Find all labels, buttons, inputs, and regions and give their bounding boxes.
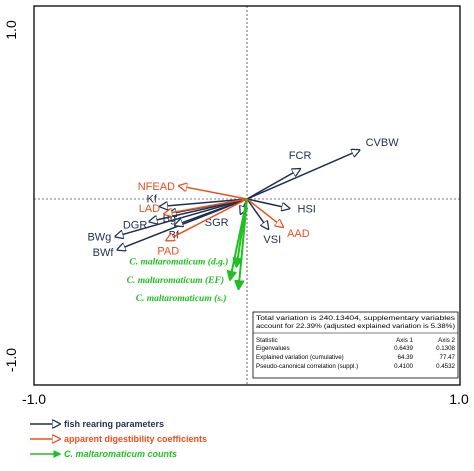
stats-row-axis2: 0.1308	[436, 345, 455, 352]
stats-header-axis1: Axis 1	[396, 337, 413, 344]
vector-label-fcr: FCR	[289, 150, 312, 162]
x-tick-right: 1.0	[449, 391, 469, 407]
statistics-box: Total variation is 240.13404, supplement…	[252, 311, 459, 379]
x-tick-left: -1.0	[22, 391, 46, 407]
vector-label-kf: Kf	[146, 194, 157, 206]
vector-arrow-aad	[246, 198, 283, 227]
vector-arrow-bf	[175, 198, 248, 225]
vector-arrow-fcr	[246, 169, 300, 200]
stats-row-label: Explained variation (cumulative)	[256, 354, 344, 361]
stats-note-line2: account for 22.39% (adjusted explained v…	[256, 323, 455, 330]
stats-note-line1: Total variation is 240.13404, supplement…	[256, 315, 455, 322]
vector-arrow-hsi	[246, 198, 290, 208]
vector-label-c-maltaromaticum-s: C. maltaromaticum (s.)	[136, 293, 227, 304]
vector-arrow-pad	[166, 198, 248, 240]
y-tick-top: 1.0	[3, 20, 19, 40]
legend-label-counts: C. maltaromaticum counts	[64, 449, 177, 459]
statistics-box-frame	[252, 311, 459, 379]
legend-label-digestibility: apparent digestibility coefficients	[64, 434, 207, 444]
vector-arrow-kf	[160, 198, 248, 207]
vector-label-c-maltaromaticum-ef: C. maltaromaticum (EF)	[127, 275, 224, 286]
vector-arrow-lad	[164, 198, 248, 214]
vector-label-bwf: BWf	[93, 247, 115, 259]
y-tick-bottom: -1.0	[3, 348, 19, 372]
stats-row-axis1: 64.39	[398, 354, 414, 361]
stats-header-statistic: Statistic	[256, 337, 278, 344]
vector-label-bf: Bf	[169, 229, 180, 241]
vector-label-bwg: BWg	[87, 232, 111, 244]
vector-label-pad: PAD	[157, 245, 179, 257]
stats-row-label: Pseudo-canonical correlation (suppl.)	[256, 363, 358, 370]
vector-label-cvbw: CVBW	[366, 137, 400, 149]
legend: fish rearing parameters apparent digesti…	[30, 419, 207, 459]
vector-label-aad: AAD	[287, 228, 310, 240]
vector-arrow-c-maltaromaticum-ef	[230, 198, 248, 280]
stats-row-axis1: 0.4100	[394, 363, 413, 370]
vector-arrow-cvbw	[246, 150, 360, 200]
vector-label-vsi: VSI	[263, 234, 281, 246]
vector-arrow-bwg	[115, 198, 248, 237]
stats-header-axis2: Axis 2	[438, 337, 455, 344]
vector-arrow-c-maltaromaticum-s	[239, 198, 248, 289]
stats-row-axis1: 0.6439	[394, 345, 413, 352]
stats-row-axis2: 0.4532	[436, 363, 455, 370]
vector-label-c-maltaromaticum-d-g: C. maltaromaticum (d.g.)	[129, 257, 228, 268]
legend-label-fish-rearing: fish rearing parameters	[64, 419, 164, 429]
vector-arrow-nfead	[179, 186, 248, 200]
vector-label-dgr: DGR	[123, 220, 148, 232]
vector-label-lad: LAD	[139, 203, 160, 215]
stats-row-axis2: 77.47	[440, 354, 456, 361]
vector-label-sgr: SGR	[205, 217, 229, 229]
vector-label-hsi: HSI	[298, 203, 316, 215]
biplot-vectors: CVBWFCRHSIVSISGRKfBgDGRBWgBWfBfNFEADLADP…	[87, 137, 399, 304]
vector-arrow-vsi	[246, 198, 268, 229]
vector-label-nfead: NFEAD	[138, 181, 175, 193]
stats-row-label: Eigenvalues	[256, 345, 290, 352]
